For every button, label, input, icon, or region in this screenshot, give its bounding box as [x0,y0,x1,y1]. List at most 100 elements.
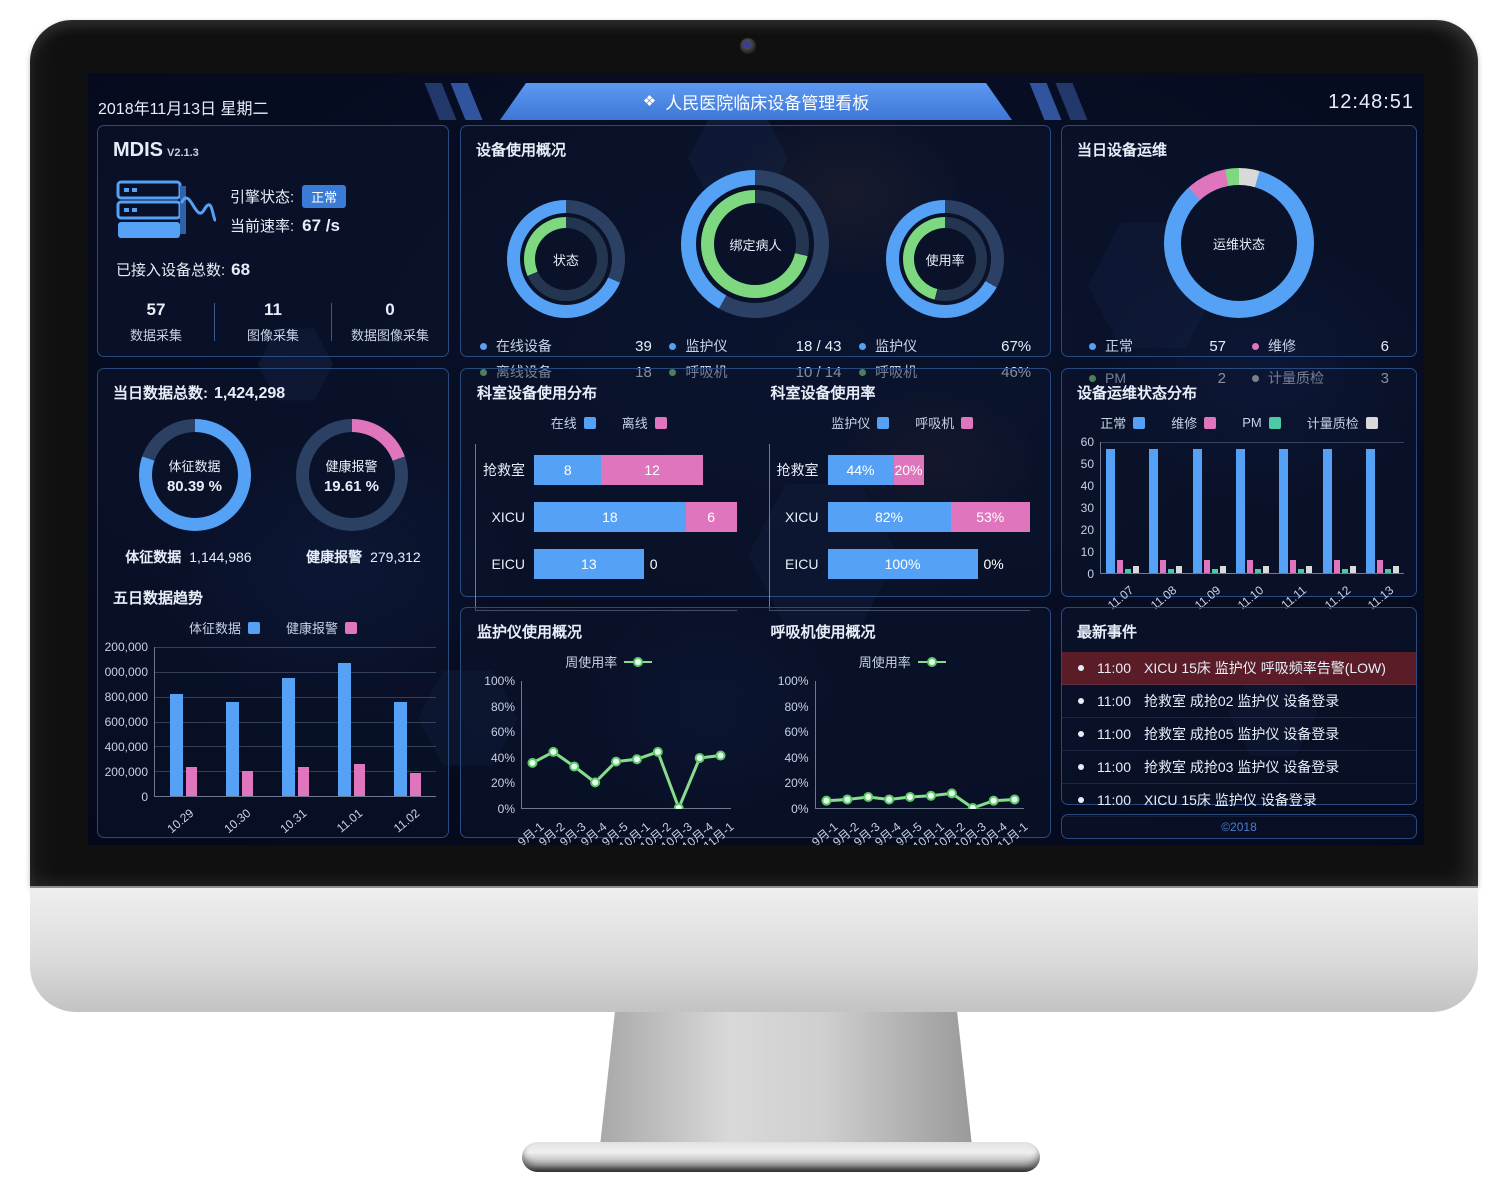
y-axis-tick: 1,000,000 [104,665,148,679]
stacked-bar: 44% 20% [827,455,1031,485]
category-label: XICU [491,509,525,525]
category-label: EICU [785,556,819,572]
green-dot-icon [1089,374,1096,382]
bar-segment-pink: 6 [685,502,737,532]
event-text: XICU 15床 监护仪 呼吸频率告警(LOW) [1144,660,1386,676]
event-text: 抢救室 成抢03 监护仪 设备登录 [1144,759,1340,775]
y-axis-tick: 100% [777,674,809,688]
event-text: 抢救室 成抢02 监护仪 设备登录 [1144,693,1340,709]
gridline [155,721,436,723]
bar-segment-blue: 44% [827,455,894,485]
y-axis-tick: 20% [490,776,515,791]
legend-item: 离线 [622,413,667,432]
panel-title: 设备使用概况 [476,142,567,159]
event-row: 11:00 XICU 15床 监护仪 设备登录 [1062,784,1416,817]
bar [281,678,295,796]
bar-segment-blue: 13 [534,549,644,579]
diamond-cluster-icon: ❖ [642,93,657,110]
divider [214,303,215,341]
banner-stripe [1055,83,1088,120]
dept-distribution-chart: 科室设备使用分布 在线 离线 抢救室 8 12 XICU 18 6 EICU 13 0 [475,369,743,611]
data-point [631,754,642,765]
legend-item: 周使用率 [859,652,946,671]
blue-dot-icon [479,342,487,350]
connected-total-label: 已接入设备总数: [116,262,226,279]
bar [1279,448,1289,573]
bar-group [1106,442,1140,573]
stat-data-image-collect: 0 数据图像采集 [350,300,429,343]
zero-value-label: 0% [983,556,1004,572]
x-axis-label: 10.29 [164,806,197,837]
data-point [883,794,894,805]
legend-item: 正常 [1100,413,1146,432]
divider [331,303,332,341]
legend-item: 维修 6 [1252,336,1389,356]
y-axis-tick: 800,000 [104,690,148,704]
connected-total-value: 68 [231,260,251,279]
title-banner: ❖ 人民医院临床设备管理看板 [500,83,1012,120]
monitor-chin [30,886,1478,1012]
event-text: XICU 15床 监护仪 设备登录 [1144,792,1317,808]
dept-bar-row: XICU 82% 53% [770,502,1030,532]
line-legend-marker-icon [624,656,653,667]
data-point [652,746,663,757]
bar [1211,568,1218,573]
line-chart-area: 100% 80% 60% 40% 20% 0% 9月-1 9月-2 9月-3 9月-4 9月-5 1… [769,671,1037,845]
webcam-icon [740,38,756,54]
event-time: 11:00 [1097,726,1131,742]
bar [1322,448,1332,573]
bar [297,767,309,796]
bar [338,663,352,796]
data-point [904,792,915,803]
pink-square-icon [345,621,358,634]
bar [1235,448,1245,573]
bar [1149,448,1159,573]
daily-total-value: 1,424,298 [214,385,286,402]
bar [394,701,408,796]
legend-item: PM [1242,415,1281,430]
bar-segment-pink: 53% [950,502,1030,532]
panel-latest-events: 最新事件 11:00 XICU 15床 监护仪 呼吸频率告警(LOW) 11:00 抢… [1061,607,1417,817]
bar [1349,566,1356,573]
bar [169,694,183,796]
rate-label: 当前速率: [230,218,295,235]
blue-square-icon [583,416,596,429]
bar [1333,559,1340,573]
gridline [155,671,436,673]
daily-total-label: 当日数据总数: [113,385,208,402]
legend-item: 计量质检 3 [1252,368,1389,388]
y-axis-tick: 400,000 [104,740,148,754]
status-donut-chart: 状态 [506,200,625,318]
trend-title: 五日数据趋势 [113,590,204,607]
event-time: 11:00 [1097,792,1131,808]
gridline [155,746,436,748]
bar-segment-blue: 82% [827,502,951,532]
legend-item: PM 2 [1089,368,1226,388]
event-time: 11:00 [1097,759,1131,775]
bar [1160,559,1167,573]
y-axis-tick: 0% [791,802,809,816]
stat-data-collect: 57 数据采集 [129,300,182,343]
bar [1133,566,1140,573]
engine-status-label: 引擎状态: [230,189,295,206]
y-axis-tick: 80% [490,699,515,714]
data-point [548,746,559,757]
bar [1219,566,1226,573]
y-axis-tick: 0 [141,790,148,804]
bar-group [394,647,422,796]
dept-usage-rate-chart: 科室设备使用率 监护仪 呼吸机 抢救室 44% 20% XICU 82% 53% EICU 1… [768,369,1037,611]
panel-maintenance-distribution: 设备运维状态分布 正常 维修 PM 计量质检 60 50 40 30 20 10 0 11.… [1061,368,1417,612]
legend-item: 健康报警 [286,618,358,637]
legend-item: 计量质检 [1307,413,1378,432]
x-axis-label: 10.31 [277,806,310,837]
vitals-donut-chart: 体征数据 80.39 % [138,419,251,531]
stat-image-collect: 11 图像采集 [246,300,299,343]
bar [1298,568,1305,573]
category-label: XICU [785,509,819,525]
usage-rate-line [531,750,722,809]
dept-bar-row: EICU 13 0 [476,549,737,579]
bar-segment-pink: 12 [601,455,703,485]
bar [1117,559,1124,573]
data-point [988,795,999,806]
legend-item: 周使用率 [565,652,653,671]
